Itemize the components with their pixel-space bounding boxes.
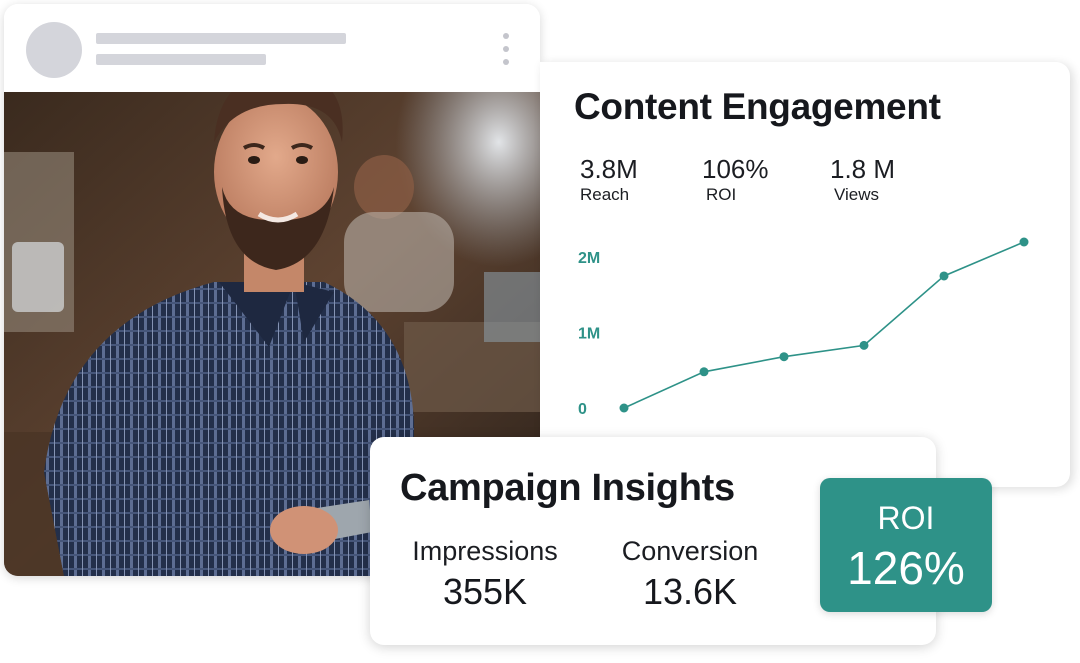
data-point bbox=[699, 367, 709, 377]
stat-value: 355K bbox=[442, 571, 528, 612]
stat-value: 13.6K bbox=[642, 571, 738, 612]
avatar-placeholder bbox=[26, 22, 82, 78]
roi-label: ROI bbox=[877, 500, 935, 536]
metric-label: ROI bbox=[706, 185, 737, 204]
metric-label: Reach bbox=[580, 185, 630, 204]
roi-badge: ROI 126% bbox=[820, 478, 992, 612]
metric-value: 106% bbox=[702, 154, 769, 184]
stat-label: Impressions bbox=[412, 536, 558, 566]
data-point bbox=[859, 340, 869, 350]
data-point bbox=[939, 271, 949, 281]
name-placeholder-line bbox=[96, 33, 346, 44]
stat-label: Conversion bbox=[621, 536, 759, 566]
metric-roi: 106% ROI bbox=[702, 154, 769, 206]
post-header bbox=[4, 4, 540, 92]
metric-reach: 3.8M Reach bbox=[580, 154, 638, 206]
data-point bbox=[1019, 237, 1029, 247]
data-point bbox=[779, 352, 789, 362]
metric-value: 1.8 M bbox=[830, 154, 896, 184]
stat-impressions: Impressions 355K bbox=[400, 535, 570, 615]
stat-conversion: Conversion 13.6K bbox=[608, 535, 772, 615]
metric-value: 3.8M bbox=[580, 154, 638, 184]
y-tick-label: 0 bbox=[578, 401, 587, 418]
campaign-title: Campaign Insights bbox=[400, 467, 735, 509]
metric-label: Views bbox=[834, 185, 880, 204]
engagement-title: Content Engagement bbox=[574, 86, 941, 127]
more-vertical-icon[interactable] bbox=[502, 33, 510, 67]
metric-views: 1.8 M Views bbox=[830, 154, 895, 206]
data-point bbox=[619, 403, 629, 413]
roi-value: 126% bbox=[847, 542, 965, 594]
y-tick-label: 2M bbox=[578, 250, 600, 267]
series-line bbox=[623, 241, 1025, 409]
engagement-line-chart: 0 1M 2M bbox=[578, 237, 1029, 418]
content-engagement-card: Content Engagement 3.8M Reach 106% ROI 1… bbox=[540, 62, 1070, 487]
subtitle-placeholder-line bbox=[96, 54, 266, 65]
y-tick-label: 1M bbox=[578, 326, 600, 343]
